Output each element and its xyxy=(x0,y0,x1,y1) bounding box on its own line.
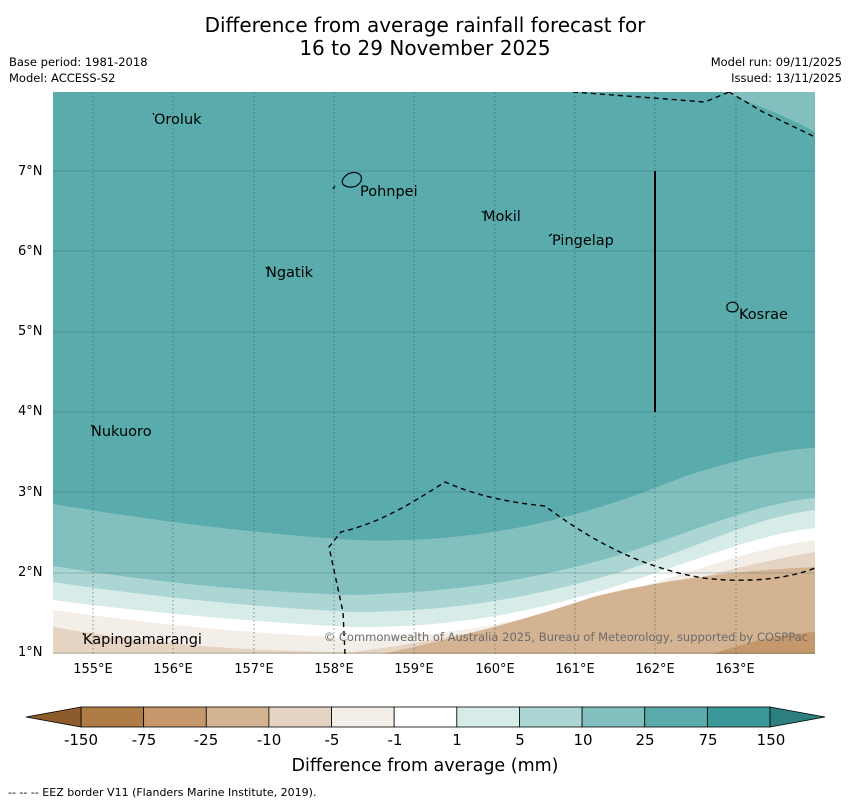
eez-border xyxy=(328,92,815,654)
colorbar-segment xyxy=(143,706,207,728)
title-line-1: Difference from average rainfall forecas… xyxy=(204,13,646,37)
kosrae-island xyxy=(726,301,739,313)
model-name: Model: ACCESS-S2 xyxy=(9,71,116,85)
colorbar-segment xyxy=(331,706,395,728)
colorbar-tick: -75 xyxy=(131,731,157,749)
base-period: Base period: 1981-2018 xyxy=(9,55,148,69)
colorbar-tick: -10 xyxy=(256,731,282,749)
eez-border-top xyxy=(572,92,730,103)
colorbar-segment xyxy=(268,706,332,728)
issued-date: Issued: 13/11/2025 xyxy=(731,71,842,85)
colorbar-segment xyxy=(644,706,708,728)
colorbar-tick: -25 xyxy=(193,731,219,749)
colorbar-segment xyxy=(456,706,520,728)
colorbar-segment xyxy=(80,706,145,728)
pohnpei-island xyxy=(341,171,362,188)
top-right-contour xyxy=(723,92,815,132)
colorbar-low-extend xyxy=(25,706,82,728)
copyright-notice: © Commonwealth of Australia 2025, Bureau… xyxy=(323,630,808,644)
meta-right: Model run: 09/11/2025 Issued: 13/11/2025 xyxy=(711,54,842,86)
atoll-markers xyxy=(82,112,553,636)
eez-border-south xyxy=(328,481,815,654)
place-ngatik: Ngatik xyxy=(266,265,314,281)
lon-label-160e: 160°E xyxy=(475,662,515,677)
lat-label-1n: 1°N xyxy=(18,645,43,660)
place-kosrae: Kosrae xyxy=(739,307,788,323)
kapingamarangi-marker xyxy=(82,632,85,636)
colorbar-tick: 150 xyxy=(756,731,786,749)
band-neg75-neg25 xyxy=(713,632,815,654)
lon-label-161e: 161°E xyxy=(555,662,595,677)
colorbar-segment xyxy=(519,706,583,728)
colorbar-tick: 1 xyxy=(452,731,462,749)
colorbar-segment xyxy=(581,706,646,728)
nukuoro-marker xyxy=(90,424,94,428)
colorbar-tick: -1 xyxy=(387,731,403,749)
pohnpei-islet xyxy=(332,185,336,190)
pingelap-marker xyxy=(548,233,553,237)
colorbar-label: Difference from average (mm) xyxy=(291,756,559,776)
colorbar-segments xyxy=(80,706,771,728)
place-pohnpei: Pohnpei xyxy=(360,184,418,200)
meta-left: Base period: 1981-2018 Model: ACCESS-S2 xyxy=(9,54,148,86)
ngatik-marker xyxy=(265,266,268,270)
colorbar-tick: 10 xyxy=(573,731,593,749)
colorbar-segment xyxy=(205,706,270,728)
lon-label-163e: 163°E xyxy=(715,662,755,677)
colorbar-segment xyxy=(706,706,771,728)
lat-label-2n: 2°N xyxy=(18,565,43,580)
place-pingelap: Pingelap xyxy=(552,233,614,249)
eez-footnote: -- -- -- EEZ border V11 (Flanders Marine… xyxy=(8,786,317,799)
lat-label-5n: 5°N xyxy=(18,324,43,339)
lon-label-156e: 156°E xyxy=(153,662,193,677)
lon-label-159e: 159°E xyxy=(394,662,434,677)
colorbar-tick: -150 xyxy=(63,731,99,749)
eez-border-top-right xyxy=(728,92,815,138)
colorbar-high-extend xyxy=(769,706,826,728)
place-oroluk: Oroluk xyxy=(154,112,202,128)
colorbar-tick: 75 xyxy=(698,731,718,749)
band-neg25-neg10 xyxy=(383,567,815,654)
chart-title: Difference from average rainfall forecas… xyxy=(0,14,850,60)
colorbar-tick: 25 xyxy=(635,731,655,749)
lat-label-7n: 7°N xyxy=(18,164,43,179)
place-kapingamarangi: Kapingamarangi xyxy=(83,632,202,648)
model-run: Model run: 09/11/2025 xyxy=(710,55,842,69)
map-canvas xyxy=(53,92,815,654)
lon-label-157e: 157°E xyxy=(234,662,274,677)
lat-label-3n: 3°N xyxy=(18,485,43,500)
place-nukuoro: Nukuoro xyxy=(91,424,152,440)
latitude-lines xyxy=(53,170,815,654)
oroluk-marker xyxy=(152,112,155,116)
place-mokil: Mokil xyxy=(483,209,521,225)
colorbar-tick: -5 xyxy=(324,731,340,749)
title-line-2: 16 to 29 November 2025 xyxy=(299,36,551,60)
colorbar xyxy=(25,706,826,728)
lat-label-4n: 4°N xyxy=(18,404,43,419)
lon-label-155e: 155°E xyxy=(73,662,113,677)
lon-label-162e: 162°E xyxy=(635,662,675,677)
mokil-marker xyxy=(481,210,485,214)
colorbar-segment xyxy=(393,706,458,728)
lon-label-158e: 158°E xyxy=(314,662,354,677)
colorbar-tick: 5 xyxy=(515,731,525,749)
rainfall-map: Oroluk Pohnpei Mokil Pingelap Ngatik Kos… xyxy=(53,92,815,654)
lat-label-6n: 6°N xyxy=(18,244,43,259)
